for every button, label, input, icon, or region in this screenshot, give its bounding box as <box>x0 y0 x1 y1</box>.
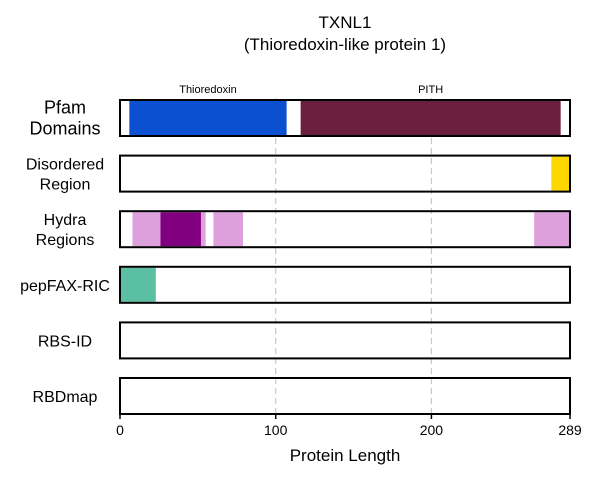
segment-pfam-0 <box>129 101 287 135</box>
track-frame-rbsid <box>119 321 571 360</box>
segment-hydra-4 <box>534 212 570 247</box>
track-label-pfam-1: Domains <box>29 119 100 139</box>
x-tick-label-0: 0 <box>116 422 124 438</box>
x-tick-label-100: 100 <box>264 422 288 438</box>
track-label-pepfax: pepFAX-RIC <box>20 278 110 295</box>
track-label-hydra-1: Regions <box>36 232 95 249</box>
segment-pfam-1 <box>300 101 561 135</box>
x-axis-label: Protein Length <box>290 446 401 465</box>
track-frame-disordered <box>119 154 571 193</box>
track-frame-hydra <box>119 210 571 249</box>
segment-hydra-1 <box>160 212 201 247</box>
x-tick-label-289: 289 <box>558 422 582 438</box>
track-frame-rbdmap <box>119 377 571 415</box>
track-pepfax: pepFAX-RIC <box>20 265 571 304</box>
track-label-disordered-1: Region <box>40 177 91 194</box>
segment-disordered-0 <box>551 156 570 191</box>
domain-label-pith: PITH <box>418 84 443 96</box>
track-label-rbdmap: RBDmap <box>33 389 98 406</box>
grid-layer <box>275 98 433 414</box>
segment-hydra-2 <box>200 212 206 247</box>
track-rbdmap: RBDmap <box>33 377 571 415</box>
track-label-hydra-0: Hydra <box>44 212 87 229</box>
track-rbsid: RBS-ID <box>38 321 571 360</box>
chart-title-line2: (Thioredoxin-like protein 1) <box>244 35 446 54</box>
domain-label-thioredoxin: Thioredoxin <box>179 84 236 96</box>
track-hydra: Hydra Regions <box>36 210 571 249</box>
segment-hydra-0 <box>132 212 161 247</box>
segment-hydra-3 <box>213 212 244 247</box>
track-label-rbsid: RBS-ID <box>38 333 92 350</box>
x-tick-label-200: 200 <box>420 422 444 438</box>
track-frame-pfam <box>119 99 571 137</box>
track-disordered: Disordered Region <box>26 154 571 194</box>
x-axis: 0 100 200 289 <box>116 414 582 438</box>
chart-title-line1: TXNL1 <box>319 13 372 32</box>
track-label-pfam-0: Pfam <box>44 98 86 118</box>
track-frame-pepfax <box>119 265 571 304</box>
track-label-disordered-0: Disordered <box>26 157 104 174</box>
segment-pepfax-0 <box>120 267 156 302</box>
